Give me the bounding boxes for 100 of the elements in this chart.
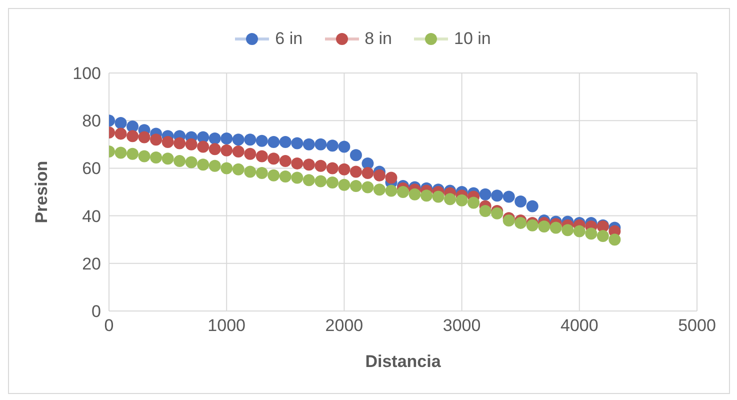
- point: [314, 160, 327, 172]
- point: [150, 134, 162, 146]
- point: [291, 137, 304, 150]
- point: [114, 128, 127, 140]
- point: [526, 219, 538, 232]
- point: [314, 175, 327, 188]
- point: [314, 138, 327, 150]
- point: [232, 146, 244, 158]
- point: [244, 148, 256, 160]
- point: [244, 166, 256, 178]
- point: [373, 184, 386, 196]
- point: [550, 222, 562, 234]
- point: [138, 150, 150, 162]
- point: [268, 136, 280, 148]
- point: [444, 193, 456, 206]
- y-tick-label: 60: [82, 159, 101, 178]
- point: [373, 169, 386, 182]
- point: [126, 148, 139, 160]
- point: [279, 170, 292, 183]
- point: [220, 162, 233, 174]
- point: [326, 176, 338, 188]
- point: [291, 172, 304, 184]
- point: [208, 160, 221, 172]
- point: [126, 130, 139, 142]
- point: [279, 136, 292, 148]
- point: [526, 200, 538, 212]
- x-tick-label: 2000: [325, 316, 364, 336]
- y-tick-label: 20: [82, 254, 101, 274]
- point: [362, 166, 374, 179]
- legend-label: 6 in: [275, 29, 303, 49]
- point: [268, 169, 280, 182]
- point: [302, 158, 315, 171]
- point: [256, 134, 268, 147]
- y-tick-label: 80: [82, 112, 101, 131]
- point: [397, 186, 409, 198]
- point: [585, 228, 598, 240]
- point: [479, 205, 492, 218]
- point: [220, 144, 233, 156]
- point: [174, 155, 186, 168]
- point: [150, 151, 162, 164]
- point: [302, 138, 315, 150]
- point: [114, 146, 127, 159]
- point: [338, 163, 350, 176]
- point: [326, 162, 338, 174]
- point: [562, 224, 574, 236]
- point: [338, 178, 350, 191]
- point: [197, 158, 210, 171]
- point: [432, 190, 444, 203]
- point: [232, 134, 244, 146]
- point: [220, 132, 233, 144]
- point: [197, 140, 210, 153]
- x-tick-label: 1000: [208, 316, 246, 336]
- point: [338, 140, 350, 153]
- point: [596, 230, 609, 242]
- point: [468, 196, 480, 209]
- point: [256, 166, 268, 179]
- x-tick-label: 0: [104, 316, 114, 336]
- point: [491, 190, 504, 202]
- point: [573, 225, 586, 238]
- point: [385, 184, 398, 197]
- point: [350, 180, 362, 192]
- legend-label: 8 in: [364, 29, 392, 49]
- point: [538, 220, 550, 233]
- point: [326, 140, 338, 152]
- point: [291, 157, 304, 170]
- point: [185, 156, 198, 168]
- point: [162, 136, 174, 148]
- point: [256, 150, 268, 162]
- point: [420, 190, 433, 202]
- point: [268, 152, 280, 165]
- y-tick-label: 100: [72, 64, 101, 84]
- point: [479, 188, 492, 200]
- point: [162, 152, 174, 165]
- x-tick-label: 3000: [442, 316, 481, 336]
- x-tick-label: 5000: [678, 316, 716, 336]
- point: [208, 132, 221, 144]
- legend-label: 10 in: [454, 29, 491, 49]
- point: [502, 190, 515, 203]
- point: [362, 181, 374, 194]
- point: [408, 188, 421, 200]
- x-tick-label: 4000: [560, 316, 598, 336]
- point: [279, 155, 292, 168]
- point: [302, 174, 315, 186]
- x-axis-title: Distancia: [365, 352, 442, 371]
- point: [138, 131, 150, 144]
- point: [514, 196, 527, 208]
- y-tick-label: 0: [92, 302, 101, 322]
- point: [114, 116, 127, 129]
- point: [608, 234, 621, 246]
- point: [502, 214, 515, 227]
- point: [232, 163, 244, 176]
- y-tick-label: 40: [82, 206, 101, 226]
- point: [385, 172, 398, 184]
- point: [456, 194, 468, 206]
- point: [185, 138, 198, 150]
- point: [244, 134, 256, 146]
- point: [208, 143, 221, 156]
- point: [350, 149, 362, 162]
- point: [350, 166, 362, 178]
- y-axis-title: Presion: [32, 160, 52, 224]
